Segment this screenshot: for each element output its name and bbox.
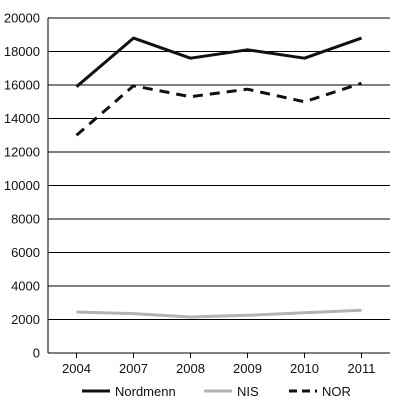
legend: Nordmenn NIS NOR [82, 384, 351, 399]
y-tick-label: 10000 [4, 178, 40, 193]
x-tick-label: 2004 [62, 361, 91, 376]
x-tick-label: 2008 [176, 361, 205, 376]
y-tick-label: 8000 [11, 212, 40, 227]
x-axis-ticks: 2004 2007 2008 2009 2010 2011 [62, 353, 375, 376]
y-axis-ticks: 0 2000 4000 6000 8000 10000 12000 14000 16000 180… [4, 11, 40, 361]
legend-label-nor: NOR [322, 384, 351, 399]
y-tick-label: 14000 [4, 111, 40, 126]
y-tick-label: 6000 [11, 245, 40, 260]
x-tick-label: 2011 [348, 361, 376, 376]
series-line-nis [76, 308, 362, 319]
y-tick-label: 18000 [4, 44, 40, 59]
x-tick-label: 2010 [290, 361, 319, 376]
legend-label-nis: NIS [237, 384, 259, 399]
y-tick-label: 20000 [4, 11, 40, 26]
y-tick-label: 2000 [11, 312, 40, 327]
legend-label-nordmenn: Nordmenn [115, 384, 176, 399]
y-tick-label: 4000 [11, 279, 40, 294]
y-tick-label: 12000 [4, 145, 40, 160]
x-tick-label: 2007 [119, 361, 148, 376]
series-line-nor [75, 81, 362, 137]
series-lines [75, 36, 362, 319]
y-tick-label: 0 [33, 346, 40, 361]
series-line-nordmenn [75, 36, 362, 88]
x-tick-label: 2009 [233, 361, 262, 376]
gridlines [48, 17, 390, 354]
y-tick-label: 16000 [4, 78, 40, 93]
